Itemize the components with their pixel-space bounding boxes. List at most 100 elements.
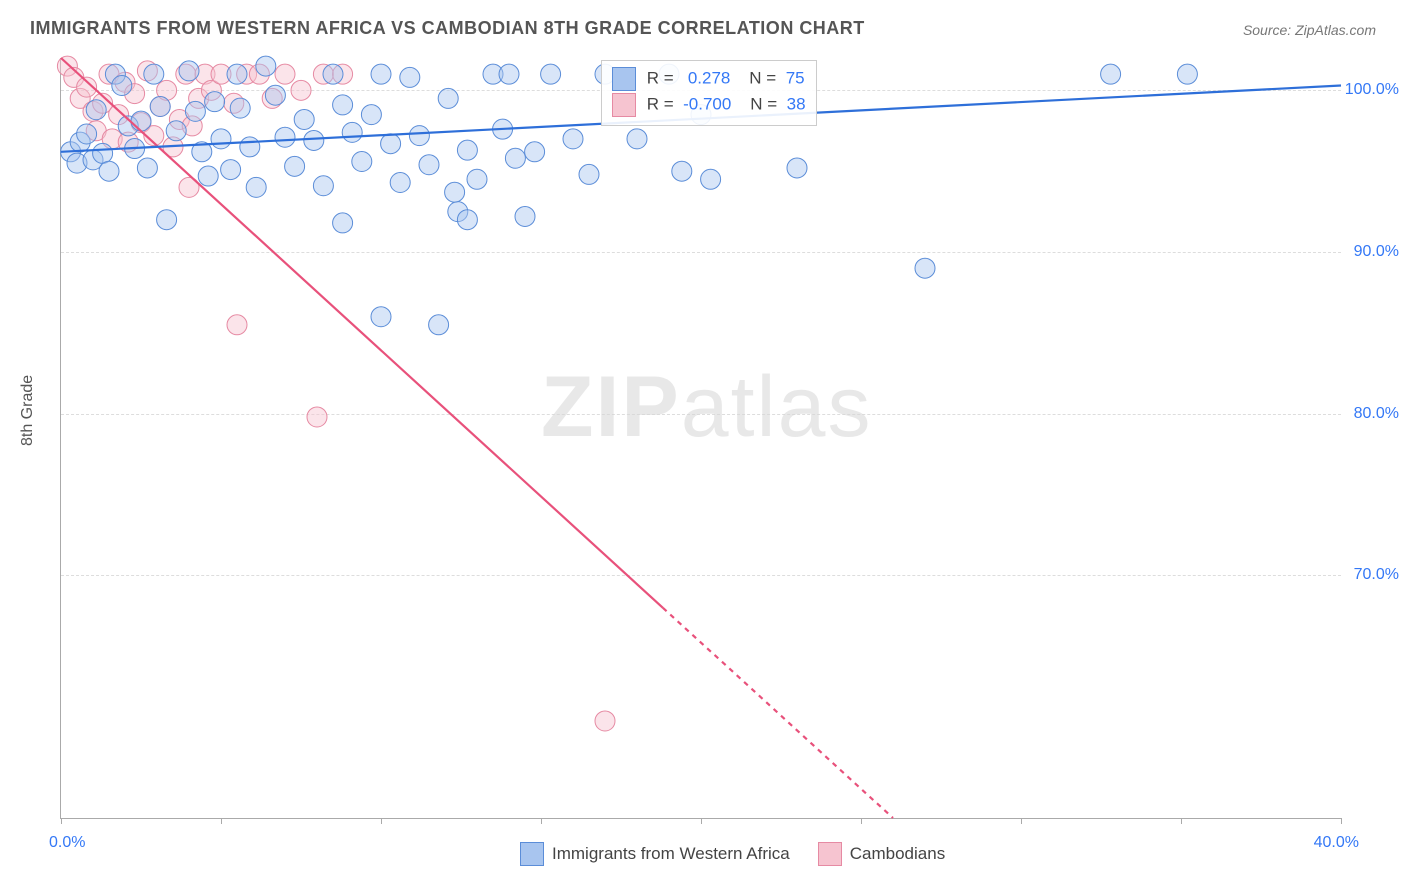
data-point <box>131 111 151 131</box>
data-point <box>230 98 250 118</box>
legend-item-a: Immigrants from Western Africa <box>520 842 790 866</box>
data-point <box>1177 64 1197 84</box>
data-point <box>256 56 276 76</box>
data-point <box>787 158 807 178</box>
data-point <box>137 158 157 178</box>
data-point <box>205 92 225 112</box>
data-point <box>352 151 372 171</box>
data-point <box>525 142 545 162</box>
data-point <box>275 64 295 84</box>
y-tick-label: 80.0% <box>1354 405 1399 423</box>
data-point <box>499 64 519 84</box>
legend-stat-row-b: R = -0.700 N = 38 <box>612 93 806 117</box>
legend-stat-box: R = 0.278 N = 75 R = -0.700 N = 38 <box>601 60 817 126</box>
x-max-label: 40.0% <box>1314 834 1359 852</box>
legend-label-a: Immigrants from Western Africa <box>552 844 790 864</box>
r-value-b: -0.700 <box>683 94 731 113</box>
r-label: R = <box>647 68 674 87</box>
data-point <box>915 258 935 278</box>
data-point <box>541 64 561 84</box>
x-tick <box>221 818 222 824</box>
data-point <box>595 711 615 731</box>
r-value-a: 0.278 <box>688 68 731 87</box>
data-point <box>701 169 721 189</box>
data-point <box>198 166 218 186</box>
data-point <box>185 101 205 121</box>
data-point <box>457 210 477 230</box>
data-point <box>323 64 343 84</box>
data-point <box>150 97 170 117</box>
data-point <box>93 143 113 163</box>
data-point <box>77 124 97 144</box>
data-point <box>294 109 314 129</box>
x-tick <box>1181 818 1182 824</box>
trend-line <box>663 608 893 818</box>
data-point <box>313 176 333 196</box>
data-point <box>429 315 449 335</box>
x-tick <box>381 818 382 824</box>
x-tick <box>1341 818 1342 824</box>
data-point <box>438 88 458 108</box>
n-label: N = <box>750 94 777 113</box>
legend-item-b: Cambodians <box>818 842 945 866</box>
x-min-label: 0.0% <box>49 834 85 852</box>
data-point <box>400 67 420 87</box>
legend-swatch-a <box>612 67 636 91</box>
data-point <box>342 122 362 142</box>
x-tick <box>861 818 862 824</box>
data-point <box>445 182 465 202</box>
data-point <box>371 64 391 84</box>
legend-swatch-b-icon <box>818 842 842 866</box>
legend-stat-row-a: R = 0.278 N = 75 <box>612 67 806 91</box>
chart-svg <box>61 58 1341 818</box>
data-point <box>627 129 647 149</box>
data-point <box>333 95 353 115</box>
data-point <box>390 173 410 193</box>
data-point <box>381 134 401 154</box>
data-point <box>112 75 132 95</box>
legend-swatch-b <box>612 93 636 117</box>
data-point <box>166 121 186 141</box>
legend-label-b: Cambodians <box>850 844 945 864</box>
data-point <box>246 177 266 197</box>
data-point <box>240 137 260 157</box>
plot-area: 70.0%80.0%90.0%100.0% ZIPatlas R = 0.278… <box>60 58 1341 819</box>
data-point <box>505 148 525 168</box>
data-point <box>227 315 247 335</box>
x-tick <box>701 818 702 824</box>
data-point <box>467 169 487 189</box>
n-value-a: 75 <box>786 68 805 87</box>
data-point <box>99 161 119 181</box>
data-point <box>221 160 241 180</box>
y-tick-label: 90.0% <box>1354 243 1399 261</box>
data-point <box>265 85 285 105</box>
data-point <box>307 407 327 427</box>
data-point <box>672 161 692 181</box>
r-label: R = <box>647 94 674 113</box>
data-point <box>333 213 353 233</box>
data-point <box>371 307 391 327</box>
data-point <box>457 140 477 160</box>
legend-bottom: Immigrants from Western Africa Cambodian… <box>520 842 945 866</box>
data-point <box>285 156 305 176</box>
data-point <box>291 80 311 100</box>
data-point <box>563 129 583 149</box>
data-point <box>1101 64 1121 84</box>
source-label: Source: ZipAtlas.com <box>1243 22 1376 38</box>
n-label: N = <box>749 68 776 87</box>
data-point <box>157 210 177 230</box>
data-point <box>86 100 106 120</box>
x-tick <box>1021 818 1022 824</box>
data-point <box>211 129 231 149</box>
data-point <box>275 127 295 147</box>
data-point <box>179 61 199 81</box>
y-tick-label: 100.0% <box>1345 81 1399 99</box>
data-point <box>419 155 439 175</box>
legend-swatch-a-icon <box>520 842 544 866</box>
y-tick-label: 70.0% <box>1354 566 1399 584</box>
data-point <box>227 64 247 84</box>
n-value-b: 38 <box>787 94 806 113</box>
chart-title: IMMIGRANTS FROM WESTERN AFRICA VS CAMBOD… <box>30 18 865 39</box>
data-point <box>579 164 599 184</box>
data-point <box>144 64 164 84</box>
